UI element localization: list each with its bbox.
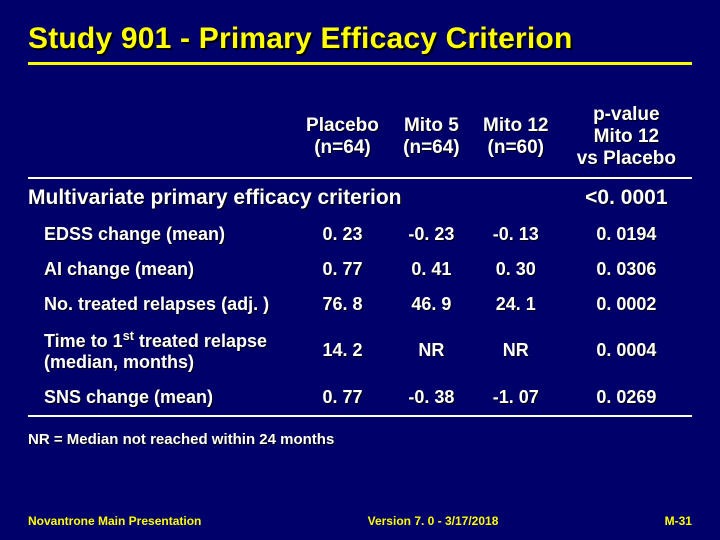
header-mito12-line1: Mito 12: [483, 115, 548, 136]
row5-v3: -1. 07: [471, 380, 561, 415]
row2-v1: 0. 77: [293, 252, 392, 287]
table-footer-rule: [28, 415, 692, 417]
slide-title: Study 901 - Primary Efficacy Criterion: [28, 22, 692, 56]
header-placebo: Placebo (n=64): [293, 97, 392, 177]
row4-label-pre: Time to 1: [44, 331, 123, 351]
row4-v1: 14. 2: [293, 322, 392, 380]
header-mito12-line2: (n=60): [488, 137, 545, 158]
slide-content: Placebo (n=64) Mito 5 (n=64) Mito 12 (n=…: [28, 97, 692, 448]
title-rule: [28, 62, 692, 65]
row5-v1: 0. 77: [293, 380, 392, 415]
row3-v2: 46. 9: [392, 287, 471, 322]
efficacy-table: Placebo (n=64) Mito 5 (n=64) Mito 12 (n=…: [28, 97, 692, 417]
header-pvalue: p-value Mito 12 vs Placebo: [561, 97, 692, 177]
row2-v4: 0. 0306: [561, 252, 692, 287]
row4-v4: 0. 0004: [561, 322, 692, 380]
section-row: Multivariate primary efficacy criterion …: [28, 179, 692, 217]
row3-v1: 76. 8: [293, 287, 392, 322]
section-pvalue: <0. 0001: [561, 179, 692, 217]
header-placebo-line1: Placebo: [306, 115, 379, 136]
header-pvalue-line2: Mito 12: [594, 126, 659, 147]
slide-footer: Novantrone Main Presentation Version 7. …: [28, 514, 692, 528]
header-mito12: Mito 12 (n=60): [471, 97, 561, 177]
row3-v3: 24. 1: [471, 287, 561, 322]
header-placebo-line2: (n=64): [314, 137, 371, 158]
row2-v3: 0. 30: [471, 252, 561, 287]
row4-v2: NR: [392, 322, 471, 380]
row4-label: Time to 1st treated relapse (median, mon…: [28, 322, 293, 380]
header-mito5-line1: Mito 5: [404, 115, 459, 136]
footnote: NR = Median not reached within 24 months: [28, 431, 692, 448]
table-row: EDSS change (mean) 0. 23 -0. 23 -0. 13 0…: [28, 217, 692, 252]
row1-v4: 0. 0194: [561, 217, 692, 252]
slide: Study 901 - Primary Efficacy Criterion P…: [0, 0, 720, 540]
footer-right: M-31: [665, 514, 692, 528]
row4-label-ord: st: [123, 329, 134, 343]
row3-label: No. treated relapses (adj. ): [28, 287, 293, 322]
table-row: No. treated relapses (adj. ) 76. 8 46. 9…: [28, 287, 692, 322]
header-empty: [28, 97, 293, 177]
row1-v2: -0. 23: [392, 217, 471, 252]
row3-v4: 0. 0002: [561, 287, 692, 322]
row5-v4: 0. 0269: [561, 380, 692, 415]
header-pvalue-line1: p-value: [593, 104, 660, 125]
row5-label: SNS change (mean): [28, 380, 293, 415]
table-header-row: Placebo (n=64) Mito 5 (n=64) Mito 12 (n=…: [28, 97, 692, 177]
row1-label: EDSS change (mean): [28, 217, 293, 252]
row1-v3: -0. 13: [471, 217, 561, 252]
row5-v2: -0. 38: [392, 380, 471, 415]
header-pvalue-line3: vs Placebo: [577, 148, 676, 169]
row2-label: AI change (mean): [28, 252, 293, 287]
table-row: Time to 1st treated relapse (median, mon…: [28, 322, 692, 380]
row4-v3: NR: [471, 322, 561, 380]
table-row: SNS change (mean) 0. 77 -0. 38 -1. 07 0.…: [28, 380, 692, 415]
footer-left: Novantrone Main Presentation: [28, 514, 201, 528]
footer-center: Version 7. 0 - 3/17/2018: [368, 514, 499, 528]
header-mito5-line2: (n=64): [403, 137, 460, 158]
row1-v1: 0. 23: [293, 217, 392, 252]
row2-v2: 0. 41: [392, 252, 471, 287]
header-mito5: Mito 5 (n=64): [392, 97, 471, 177]
table-row: AI change (mean) 0. 77 0. 41 0. 30 0. 03…: [28, 252, 692, 287]
section-label: Multivariate primary efficacy criterion: [28, 179, 561, 217]
